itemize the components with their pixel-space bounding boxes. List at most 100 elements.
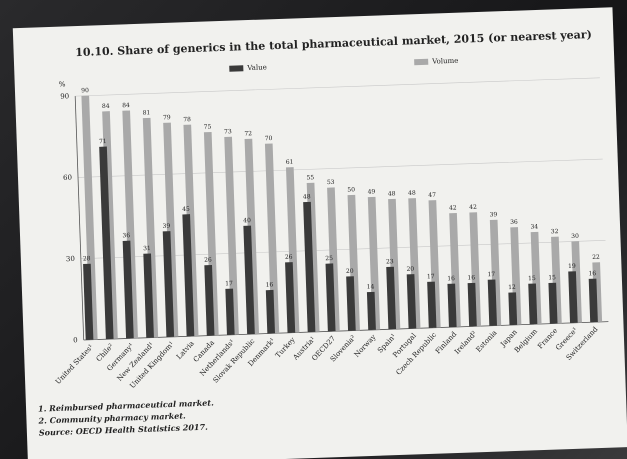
grid-line [75, 77, 600, 97]
bar [264, 143, 280, 334]
legend-label: Volume [431, 57, 458, 66]
paper-sheet [12, 7, 627, 459]
value-label: 15 [548, 274, 556, 281]
bar [449, 212, 461, 328]
value-label: 49 [368, 188, 376, 195]
bar [347, 194, 360, 331]
value-label: 12 [508, 284, 516, 291]
value-label: 32 [551, 228, 559, 235]
bar [367, 196, 381, 330]
value-label: 14 [367, 283, 375, 290]
bar [204, 264, 215, 336]
bar [469, 212, 482, 327]
value-label: 17 [487, 271, 495, 278]
value-label: 36 [122, 232, 130, 239]
bar [388, 198, 401, 330]
bar [528, 283, 538, 325]
y-tick-label: 60 [63, 174, 72, 182]
paper: 10.10. Share of generics in the total ph… [12, 7, 627, 459]
bar [224, 136, 239, 335]
bar [203, 132, 219, 336]
value-label: 84 [122, 102, 130, 109]
bar [366, 291, 376, 331]
value-label: 73 [224, 128, 232, 135]
bar [346, 276, 356, 331]
bar [325, 263, 336, 332]
bar [467, 282, 477, 327]
value-label: 42 [449, 204, 457, 211]
bar [225, 288, 235, 335]
value-label: 79 [163, 114, 171, 121]
value-label: 39 [490, 211, 498, 218]
value-label: 25 [325, 255, 333, 262]
y-axis-label: % [59, 80, 66, 88]
bar [285, 262, 296, 333]
value-label: 40 [243, 217, 251, 224]
bar [83, 263, 94, 340]
value-label: 71 [99, 138, 107, 145]
value-label: 20 [406, 266, 414, 273]
value-label: 61 [286, 159, 294, 166]
value-label: 47 [428, 192, 436, 199]
bar [406, 274, 417, 329]
bar [303, 201, 316, 333]
y-tick-label: 90 [60, 92, 69, 100]
value-label: 34 [530, 223, 538, 230]
value-label: 50 [347, 186, 355, 193]
value-label: 39 [162, 223, 170, 230]
value-label: 36 [510, 219, 518, 226]
value-label: 90 [81, 87, 89, 94]
value-label: 17 [427, 273, 435, 280]
value-label: 42 [469, 204, 477, 211]
bar [182, 214, 195, 337]
value-label: 48 [408, 190, 416, 197]
value-label: 26 [204, 256, 212, 263]
value-label: 31 [143, 245, 151, 252]
value-label: 16 [266, 281, 274, 288]
bar [487, 279, 497, 326]
value-label: 22 [592, 254, 600, 261]
value-label: 53 [327, 179, 335, 186]
y-axis [74, 96, 85, 340]
value-label: 70 [265, 135, 273, 142]
value-label: 16 [467, 274, 475, 281]
bar [428, 200, 441, 328]
bar [163, 122, 179, 337]
value-label: 17 [225, 280, 233, 287]
value-label: 23 [386, 258, 394, 265]
bar [143, 253, 154, 338]
legend-label: Value [246, 63, 267, 72]
value-label: 84 [102, 103, 110, 110]
bar [81, 95, 98, 340]
bar [122, 240, 134, 339]
bar [265, 289, 276, 334]
value-label: 30 [571, 233, 579, 240]
bar [183, 124, 199, 337]
bar [447, 283, 457, 328]
value-label: 16 [447, 275, 455, 282]
value-label: 78 [183, 116, 191, 123]
value-label: 19 [568, 263, 576, 270]
value-label: 15 [528, 275, 536, 282]
value-label: 26 [285, 254, 293, 261]
bar [243, 225, 255, 335]
bar [162, 231, 175, 338]
value-label: 81 [143, 109, 151, 116]
bar [548, 282, 558, 324]
legend-swatch [414, 58, 429, 66]
value-label: 72 [244, 130, 252, 137]
bar [142, 117, 159, 338]
value-label: 48 [303, 193, 311, 200]
bar [99, 146, 114, 340]
value-label: 20 [346, 268, 354, 275]
bar [427, 281, 437, 328]
bar [386, 266, 397, 330]
bar [508, 292, 518, 326]
value-label: 45 [182, 206, 190, 213]
value-label: 28 [83, 255, 91, 262]
legend-swatch [229, 65, 244, 72]
value-label: 16 [588, 270, 596, 277]
value-label: 48 [388, 190, 396, 197]
bar [244, 138, 260, 335]
